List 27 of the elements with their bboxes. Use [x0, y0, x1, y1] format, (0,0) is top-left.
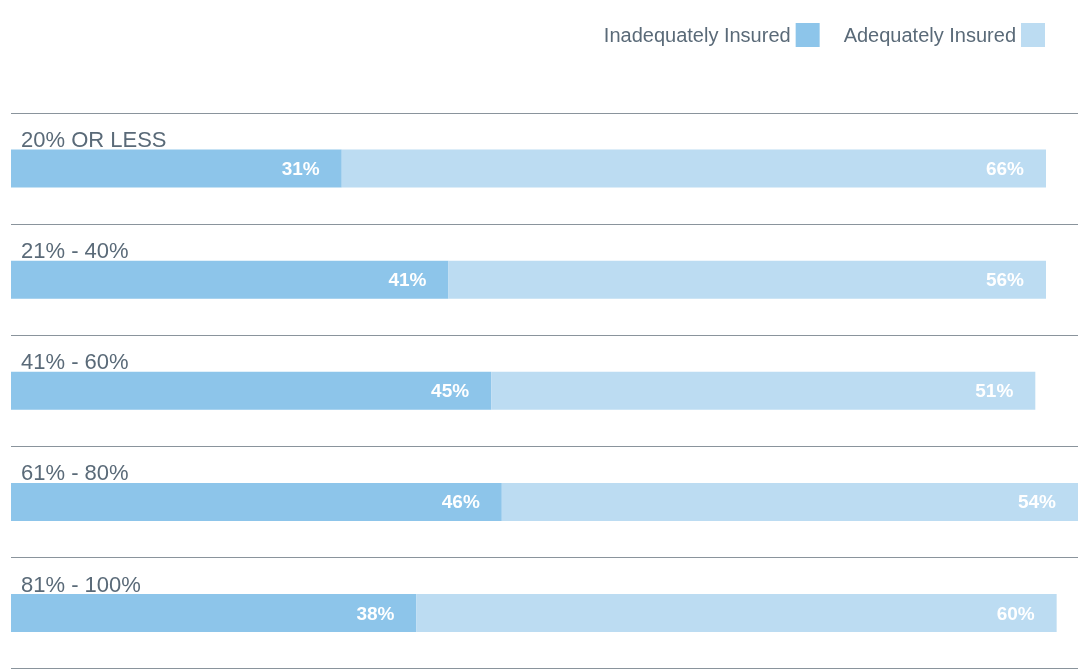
data-label: 51% [975, 380, 1014, 402]
y-tick-label: 21% - 40% [21, 238, 129, 264]
bar [416, 594, 1057, 633]
data-label: 66% [985, 158, 1025, 180]
bar [448, 260, 1046, 299]
y-tick-label: 61% - 80% [21, 460, 129, 486]
y-tick-label: 20% OR LESS [21, 127, 167, 153]
bar [11, 260, 449, 299]
data-label: 31% [281, 158, 320, 180]
data-label: 46% [441, 491, 480, 513]
data-label: 56% [985, 269, 1025, 291]
bar [11, 371, 492, 410]
bar [501, 482, 1078, 521]
y-tick-label: 41% - 60% [21, 349, 129, 375]
bar [341, 149, 1046, 188]
bar [11, 482, 502, 521]
legend-label: Inadequately Insured [603, 24, 791, 46]
y-tick-label: 81% - 100% [21, 571, 141, 597]
legend-label: Adequately Insured [843, 24, 1016, 46]
data-label: 60% [996, 602, 1035, 624]
bar [11, 149, 342, 188]
data-label: 41% [388, 269, 427, 291]
data-label: 45% [431, 380, 470, 402]
bar [491, 371, 1036, 410]
data-label: 38% [356, 602, 395, 624]
data-label: 54% [1017, 491, 1057, 513]
bar [11, 594, 417, 633]
